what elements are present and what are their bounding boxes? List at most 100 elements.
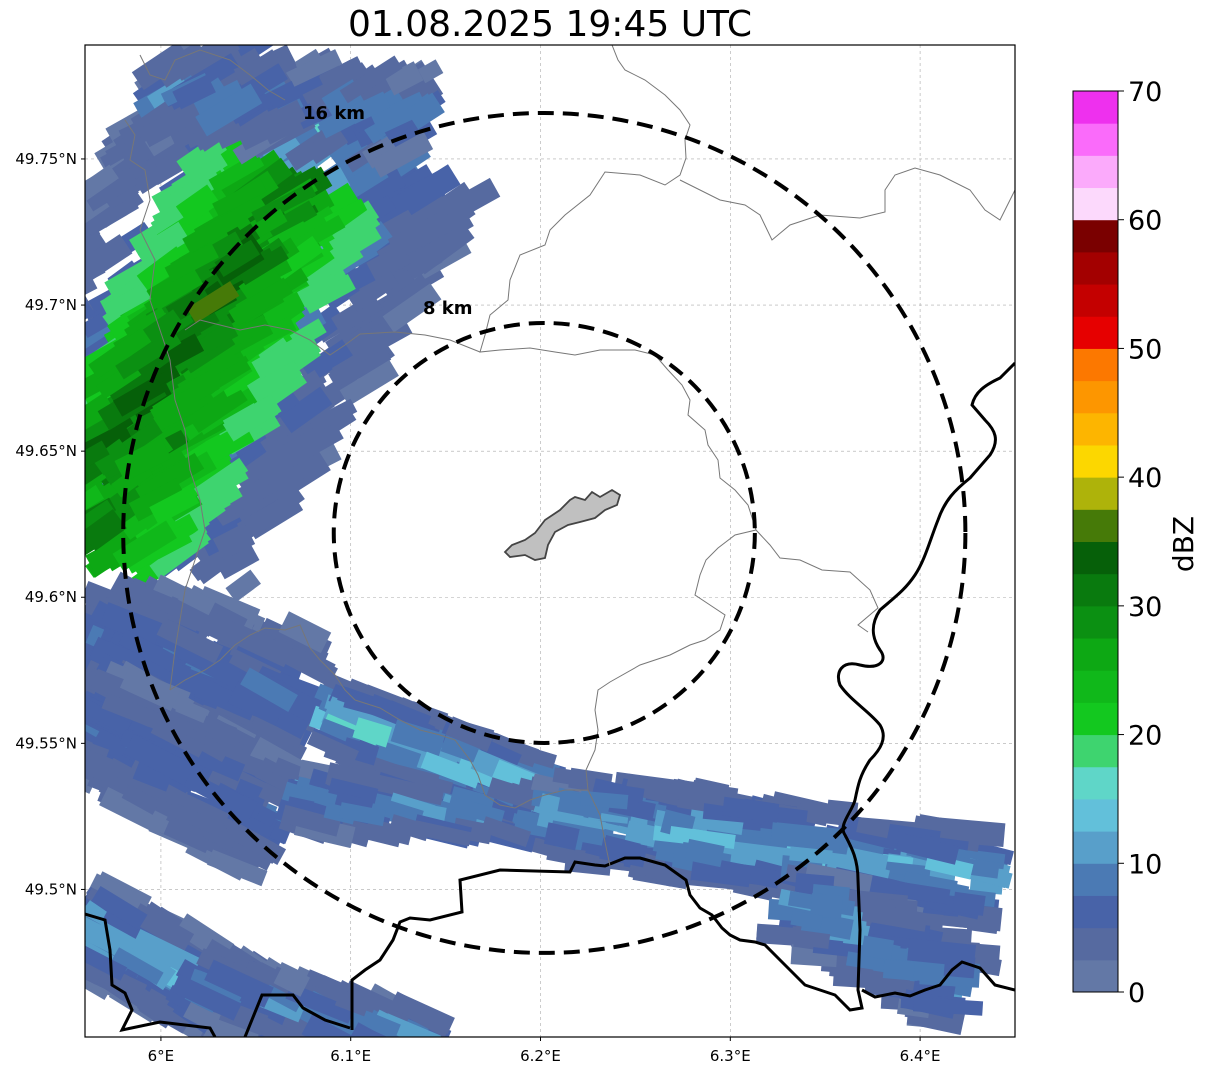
echo-cell [246,357,302,403]
echo-cell [339,360,399,407]
tick-label-lon: 6°E [148,1047,175,1065]
echo-cell [332,208,381,251]
echo-cell [139,96,210,148]
country-border-southwest [85,912,217,1037]
echo-cell [543,822,580,851]
echo-cell [230,623,293,668]
echo-cell [3,471,43,509]
echo-cell [307,730,359,765]
echo-cell [178,585,216,616]
echo-cell [183,1001,242,1037]
echo-cell [99,786,168,835]
echo-cell [170,803,224,837]
echo-cell [85,743,124,786]
echo-cell [170,320,237,373]
echo-cell [366,694,432,736]
echo-cell [420,751,482,789]
echo-cell [5,467,65,511]
echo-cell [258,1050,305,1073]
echo-cell [164,243,219,282]
echo-cell [85,384,93,433]
echo-cell [128,478,186,522]
axis-ticks: 6°E 6.1°E 6.2°E 6.3°E 6.4°E 49.5°N 49.55°N 49.6… [15,150,940,1065]
echo-cell [882,959,920,982]
echo-cell [8,369,57,412]
echo-cell [85,231,110,280]
echo-cell [40,459,81,491]
echo-cell [347,91,391,125]
echo-cell [215,543,260,580]
echo-cell [671,778,739,808]
echo-cell [280,417,344,468]
echo-cell [390,719,446,757]
commune-boundary-southwest [169,624,356,701]
echo-cell [371,131,434,178]
tick-label-lon: 6.3°E [710,1047,751,1065]
echo-cell [198,152,265,199]
echo-cell [370,91,429,135]
echo-cell [193,457,249,502]
echo-cell [85,944,104,985]
echo-cell [8,359,62,406]
echo-cell [112,947,164,985]
echo-cell [248,713,296,750]
echo-cell [895,881,951,905]
echo-cell [206,613,247,649]
commune-boundary-north [479,45,757,531]
echo-cell [225,569,261,603]
echo-cell [43,475,83,508]
tick-label-lat: 49.55°N [15,734,77,752]
echo-cell [172,74,216,110]
echo-cell [0,405,44,447]
range-ring-8km [331,320,757,745]
tick-label-lon: 6.2°E [520,1047,561,1065]
echo-cell [85,440,110,471]
echo-cell [234,49,282,88]
echo-cell [580,790,629,810]
echo-cell [0,319,39,369]
echo-cell [26,460,82,507]
echo-cell [223,1036,258,1037]
echo-cell [186,281,240,324]
echo-cell [0,362,3,416]
tick-label-lon: 6.4°E [900,1047,941,1065]
echo-cell [405,92,445,130]
echo-cell [181,727,230,763]
echo-cell [12,458,57,493]
echo-cell [175,184,221,226]
echo-cell [171,974,242,1021]
echo-cell [770,821,842,852]
echo-cell [85,484,105,524]
echo-cell [258,1040,309,1073]
echo-cell [88,327,152,379]
echo-cell [382,283,442,333]
ring-label-16km: 16 km [303,103,365,124]
echo-cell [238,263,283,303]
echo-cell [43,494,83,528]
country-border-east [350,361,1015,1030]
echo-cell [669,826,736,850]
echo-cell [242,1044,279,1073]
echo-cell [0,335,34,387]
echo-cell [249,208,288,240]
echo-cell [896,832,960,865]
echo-cell [856,817,891,839]
echo-cell [112,520,177,572]
echo-cell [273,964,311,997]
echo-cell [132,759,174,792]
echo-cell [804,862,873,893]
echo-cell [156,617,224,664]
echo-cell [279,386,333,434]
echo-cell [913,961,947,984]
echo-cell [115,329,182,380]
country-border-south [243,993,351,1037]
echo-cell [91,438,132,476]
echo-cell [260,486,305,525]
echo-cell [8,461,74,509]
echo-cell [382,192,452,245]
echo-cell [0,389,43,431]
echo-cell [348,270,400,312]
echo-cell [112,376,165,417]
echo-cell [136,246,190,294]
